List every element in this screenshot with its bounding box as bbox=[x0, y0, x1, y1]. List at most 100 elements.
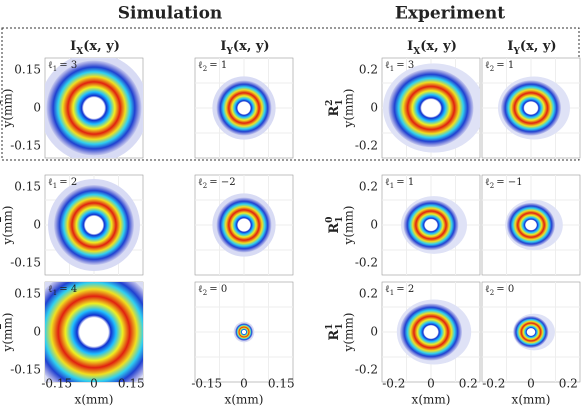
y-tick-label: -0.15 bbox=[10, 139, 41, 153]
text-part: (x, y) bbox=[233, 39, 270, 54]
text-part: 2 bbox=[0, 216, 4, 222]
text-part: 1 bbox=[53, 182, 57, 190]
y-tick-label: -0.15 bbox=[10, 363, 41, 377]
text-part: R bbox=[0, 223, 1, 234]
text-part: = 2 bbox=[396, 284, 414, 295]
panel: ℓ1= 1 bbox=[382, 175, 480, 275]
panel: ℓ2= 1 bbox=[482, 58, 580, 158]
panel: ℓ2= 0 bbox=[195, 282, 293, 382]
text-part: R bbox=[0, 106, 1, 117]
text-part: = 0 bbox=[209, 284, 227, 295]
y-axis-label: y(mm) bbox=[342, 206, 356, 246]
panel: ℓ2= −2 bbox=[195, 175, 293, 275]
y-axis-label: y(mm) bbox=[342, 89, 356, 129]
intensity-map bbox=[513, 314, 555, 351]
text-part: 1 bbox=[325, 324, 335, 330]
y-tick-label: 0 bbox=[33, 101, 41, 115]
text-part: R bbox=[327, 330, 342, 341]
text-part: R bbox=[327, 223, 342, 234]
text-part: 0 bbox=[325, 217, 335, 223]
panel: ℓ1= 2 bbox=[45, 175, 143, 275]
panel: ℓ2= 1 bbox=[195, 58, 293, 158]
intensity-map bbox=[48, 179, 140, 271]
x-tick-label: 0.15 bbox=[268, 377, 295, 391]
intensity-map bbox=[498, 77, 570, 140]
text-part: 2 bbox=[325, 100, 335, 106]
intensity-ring bbox=[235, 323, 253, 341]
figure: Simulation Experiment IX(x, y)IY(x, y)ℓ1… bbox=[0, 0, 582, 409]
text-part: 1 bbox=[53, 65, 57, 73]
panel: ℓ1= 2 bbox=[382, 282, 480, 382]
text-part: 2 bbox=[203, 182, 207, 190]
column-header: IY(x, y) bbox=[507, 39, 556, 57]
text-part: 2 bbox=[490, 182, 494, 190]
text-part: (x, y) bbox=[83, 39, 120, 54]
intensity-blob bbox=[507, 203, 555, 247]
y-tick-label: -0.15 bbox=[10, 256, 41, 270]
x-tick-label: 0 bbox=[240, 377, 248, 391]
text-part: = 1 bbox=[396, 177, 414, 188]
x-tick-label: 0.2 bbox=[459, 377, 478, 391]
y-tick-label: 0.2 bbox=[359, 63, 378, 77]
text-part: 1 bbox=[390, 65, 394, 73]
text-part: 1 bbox=[390, 289, 394, 297]
text-part: X bbox=[76, 47, 83, 57]
panel: ℓ1= 3 bbox=[382, 58, 485, 158]
intensity-blob bbox=[514, 316, 549, 348]
text-part: 2 bbox=[0, 323, 4, 329]
intensity-ring bbox=[54, 185, 134, 265]
intensity-map bbox=[401, 196, 467, 254]
section-title: Simulation bbox=[118, 4, 223, 24]
intensity-map bbox=[212, 193, 275, 256]
intensity-ring bbox=[217, 198, 272, 253]
y-tick-label: 0.15 bbox=[14, 63, 41, 77]
text-part: = 3 bbox=[59, 60, 77, 71]
y-tick-label: 0.15 bbox=[14, 287, 41, 301]
panel: ℓ1= 3 bbox=[39, 53, 148, 162]
text-part: 1 bbox=[335, 216, 345, 222]
y-axis-label: y(mm) bbox=[342, 313, 356, 353]
x-axis-label: x(mm) bbox=[512, 393, 551, 407]
intensity-map bbox=[212, 76, 275, 139]
text-part: 2 bbox=[203, 289, 207, 297]
text-part: = 2 bbox=[59, 177, 77, 188]
intensity-map bbox=[234, 322, 255, 343]
text-part: R bbox=[0, 330, 1, 341]
column-header: IX(x, y) bbox=[70, 39, 120, 57]
x-tick-label: 0 bbox=[427, 377, 435, 391]
text-part: = 0 bbox=[496, 284, 514, 295]
text-part: R bbox=[327, 106, 342, 117]
y-axis-label: y(mm) bbox=[1, 206, 15, 246]
x-axis-label: x(mm) bbox=[75, 393, 114, 407]
text-part: (x, y) bbox=[520, 39, 557, 54]
intensity-map bbox=[397, 299, 471, 364]
text-part: (x, y) bbox=[420, 39, 457, 54]
intensity-ring bbox=[217, 81, 272, 136]
text-part: 2 bbox=[490, 289, 494, 297]
y-tick-label: -0.2 bbox=[355, 139, 378, 153]
intensity-map bbox=[383, 63, 485, 152]
column-header: IY(x, y) bbox=[220, 39, 269, 57]
y-tick-label: -0.2 bbox=[355, 363, 378, 377]
y-tick-label: -0.2 bbox=[355, 256, 378, 270]
intensity-blob bbox=[501, 80, 561, 135]
text-part: = 3 bbox=[396, 60, 414, 71]
text-part: = 1 bbox=[496, 60, 514, 71]
y-axis-label: y(mm) bbox=[1, 89, 15, 129]
intensity-blob bbox=[404, 200, 459, 251]
y-tick-label: 0 bbox=[370, 325, 378, 339]
intensity-blob bbox=[400, 303, 462, 360]
intensity-blob bbox=[389, 69, 474, 147]
y-axis-label: y(mm) bbox=[1, 313, 15, 353]
panel: ℓ2= −1 bbox=[482, 175, 580, 275]
panel: ℓ2= 0 bbox=[482, 282, 580, 382]
text-part: 1 bbox=[53, 289, 57, 297]
y-tick-label: 0.15 bbox=[14, 180, 41, 194]
y-tick-label: 0 bbox=[33, 218, 41, 232]
y-tick-label: 0 bbox=[370, 218, 378, 232]
text-part: 2 bbox=[490, 65, 494, 73]
text-part: 1 bbox=[335, 323, 345, 329]
text-part: X bbox=[413, 47, 420, 57]
column-header: IX(x, y) bbox=[407, 39, 457, 57]
x-tick-label: 0.15 bbox=[118, 377, 145, 391]
